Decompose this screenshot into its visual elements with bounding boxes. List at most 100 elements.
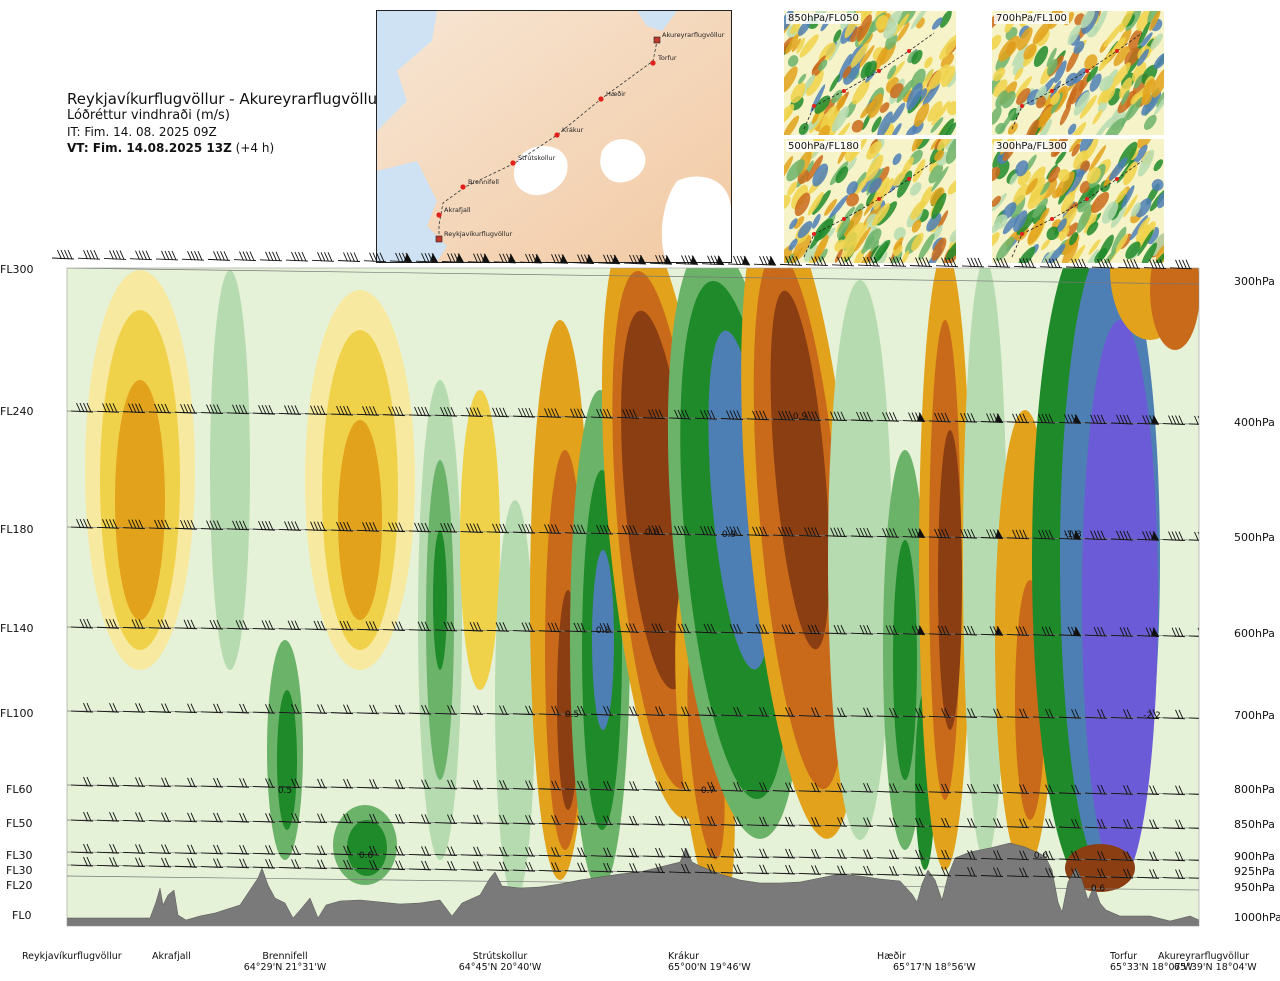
wind-barb-feather <box>632 623 638 633</box>
wind-barb-feather <box>1029 258 1035 268</box>
wind-barb-feather <box>606 862 612 873</box>
wind-barb-feather <box>265 813 270 823</box>
wind-barb-feather <box>636 254 641 265</box>
wind-barb-feather <box>239 404 244 415</box>
wind-barb-feather <box>1152 819 1158 829</box>
wind-barb-feather <box>944 817 950 828</box>
wind-barb-staff <box>876 825 900 828</box>
wind-barb-feather <box>710 848 716 858</box>
wind-barb-staff <box>122 527 146 530</box>
wind-barb-feather <box>268 251 274 262</box>
wind-barb-feather <box>684 623 690 633</box>
wind-barb-feather <box>629 863 634 873</box>
wind-barb-feather <box>707 526 712 536</box>
wind-barb-staff <box>70 864 94 867</box>
wind-barb-feather <box>655 781 660 791</box>
wind-barb-staff <box>1058 537 1082 540</box>
wind-barb-feather <box>944 528 950 539</box>
loc-reykjavik-name: Reykjavíkurflugvöllur <box>22 951 122 962</box>
wind-barb-staff <box>1084 792 1108 795</box>
wind-barb-feather <box>109 857 114 867</box>
wind-barb-feather <box>1097 851 1102 861</box>
wind-barb-staff <box>1136 717 1160 720</box>
wind-barb-feather <box>762 707 768 717</box>
wind-barb-feather <box>918 866 924 876</box>
wind-barb-staff <box>564 870 588 873</box>
wind-barb-staff <box>252 820 276 823</box>
wind-barb-staff <box>1110 717 1134 719</box>
wind-barb-feather <box>1205 852 1209 861</box>
wind-barb-feather <box>684 525 690 536</box>
thumbnail-blob <box>998 109 1016 134</box>
wind-barb-feather <box>61 403 65 412</box>
wind-barb-feather <box>1097 258 1102 269</box>
chart-subtitle: Lóðréttur vindhraði (m/s) <box>67 108 230 123</box>
wind-barb-feather <box>1104 258 1109 269</box>
wind-barb-staff <box>954 536 978 539</box>
wind-barb-staff <box>356 712 380 715</box>
thumbnail-blob <box>1088 239 1101 255</box>
wind-barb-feather <box>821 256 827 266</box>
thumbnail-blob <box>1025 177 1038 196</box>
thumbnail-blob <box>1098 52 1112 72</box>
wind-barb-staff <box>434 854 458 857</box>
wind-barb-staff <box>200 627 224 630</box>
thumbnail-blob <box>988 232 1000 247</box>
wind-barb-feather <box>216 812 222 823</box>
wind-barb-staff <box>70 851 94 854</box>
wind-barb-staff <box>278 711 302 714</box>
wind-barb-feather <box>135 519 140 529</box>
wind-barb-staff <box>980 826 1004 828</box>
wind-barb-feather <box>1123 259 1128 269</box>
wind-barb-feather <box>317 620 322 631</box>
wind-barb-feather <box>989 413 995 423</box>
wind-barb-feather <box>61 812 65 821</box>
wind-barb-feather <box>681 255 686 265</box>
wind-barb-feather <box>1067 530 1073 540</box>
wind-barb-feather <box>736 848 742 858</box>
wind-barb-feather <box>421 253 426 263</box>
wind-barb-feather <box>908 528 913 538</box>
wind-barb-feather <box>580 254 586 264</box>
wind-barb-feather <box>346 778 352 789</box>
wind-barb-staff <box>746 872 770 875</box>
wind-barb-feather <box>1071 530 1076 540</box>
wind-barb-feather <box>369 813 374 824</box>
wind-barb-feather <box>528 861 534 872</box>
wind-barb-staff <box>538 415 562 418</box>
wind-barb-feather <box>284 521 289 531</box>
wind-barb-feather <box>301 251 307 262</box>
wind-barb-feather <box>863 707 868 718</box>
wind-barb-feather <box>525 705 530 715</box>
wind-barb-feather <box>1071 258 1076 269</box>
wind-barb-feather <box>833 624 839 635</box>
wind-barb-feather <box>294 521 300 531</box>
wind-barb-feather <box>402 252 407 263</box>
wind-barb-staff <box>694 417 718 420</box>
wind-barb-feather <box>918 625 924 635</box>
wind-barb-feather <box>632 525 638 535</box>
wind-barb-feather <box>840 865 846 875</box>
thumbnail-blob <box>1135 198 1152 218</box>
wind-barb-feather <box>736 706 742 717</box>
wind-barb-staff <box>512 531 536 534</box>
wind-barb-feather <box>131 403 137 413</box>
wind-barb-feather <box>291 620 296 630</box>
wind-barb-feather <box>570 524 575 534</box>
wind-barb-feather <box>112 519 118 529</box>
thumbnail-blob <box>791 38 801 53</box>
wind-barb-feather <box>287 521 293 531</box>
thumbnail-blob <box>920 68 934 92</box>
wind-barb-feather <box>1022 867 1028 877</box>
wind-barb-staff <box>597 262 621 265</box>
thumbnail-850[interactable]: 850hPa/FL050 <box>774 1 960 147</box>
thumbnail-blob <box>940 10 952 28</box>
wind-barb-feather <box>632 815 638 826</box>
wind-barb-feather <box>970 625 976 636</box>
wind-barb-feather <box>795 256 801 266</box>
wind-barb-feather <box>424 253 430 263</box>
thumbnail-300[interactable]: 300hPa/FL300 <box>987 127 1171 276</box>
wind-barb-feather <box>424 779 430 789</box>
thumbnail-blob <box>910 3 930 30</box>
